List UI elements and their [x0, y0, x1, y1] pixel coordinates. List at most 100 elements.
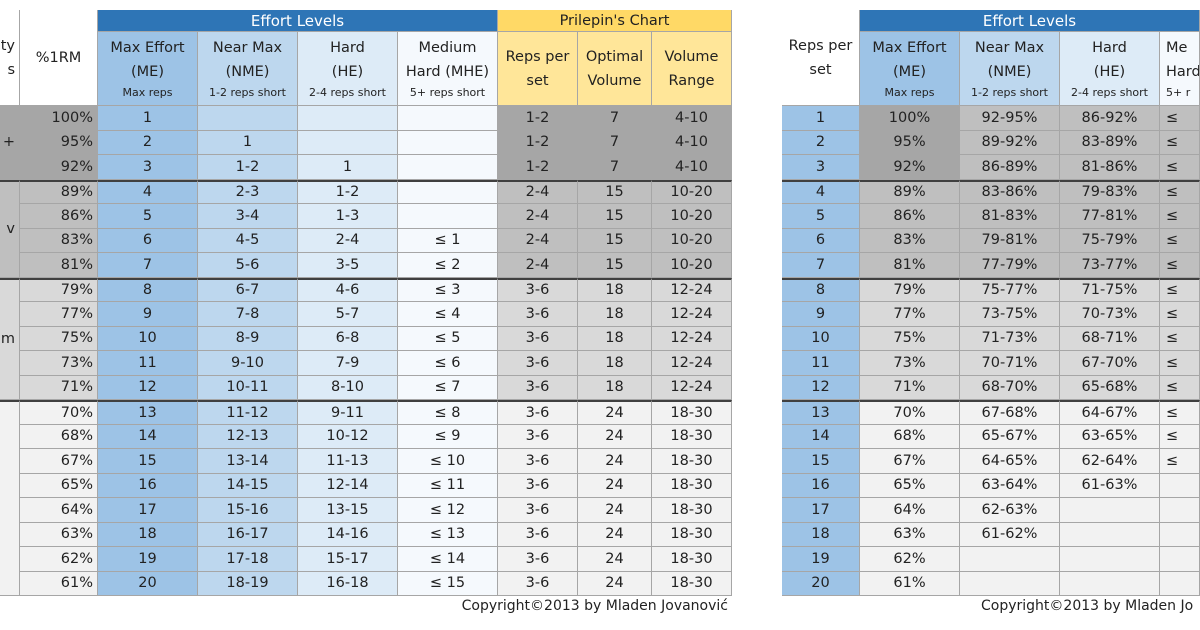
cell-text: 8: [815, 282, 826, 299]
cell-text: 3-6: [525, 452, 550, 469]
column-header: Me Hard 5+ r: [1160, 32, 1200, 106]
cell-text: 63-64%: [981, 477, 1038, 494]
cell-text: 18-30: [670, 428, 713, 445]
table-cell: 12-24: [652, 326, 732, 351]
cell-text: 19: [138, 550, 157, 567]
cell-text: 12: [138, 379, 157, 396]
table-cell: 64-67%: [1060, 400, 1160, 425]
table-cell: 13: [98, 400, 198, 425]
cell-text: ≤: [1166, 158, 1179, 175]
table-cell: 63-65%: [1060, 424, 1160, 449]
table-cell: 3-6: [498, 326, 578, 351]
table-cell: 75%: [860, 326, 960, 351]
cell-text: 4-10: [675, 134, 708, 151]
table-cell: 61-62%: [960, 522, 1060, 547]
cell-text: 7: [609, 109, 620, 126]
table-cell: 10-11: [198, 375, 298, 400]
table-cell: ≤ 9: [398, 424, 498, 449]
cell-text: 18-19: [226, 575, 269, 592]
cell-text: 18-30: [670, 477, 713, 494]
table-cell: 67-68%: [960, 400, 1060, 425]
cell-text: 13: [138, 404, 157, 421]
cell-text: 2-4: [335, 232, 360, 249]
cell-text: 65-67%: [981, 428, 1038, 445]
cell-text: 63%: [60, 526, 93, 543]
table-cell: 8-10: [298, 375, 398, 400]
table-cell: 2-4: [498, 204, 578, 229]
cell-text: 61%: [60, 575, 93, 592]
table-cell: 9-10: [198, 351, 298, 376]
cell-text: 18: [605, 379, 624, 396]
table-cell: 71-75%: [1060, 277, 1160, 302]
table-cell: 7: [98, 253, 198, 278]
cell-text: 18: [811, 526, 830, 543]
cell-text: 24: [605, 477, 624, 494]
table-cell: 64-65%: [960, 449, 1060, 474]
cell-text: 17-18: [226, 550, 269, 567]
table-cell: ≤: [1160, 106, 1200, 131]
table-cell: 18: [578, 326, 652, 351]
cell-text: 67%: [893, 452, 926, 469]
header-note: 5+ reps short: [409, 85, 486, 99]
cell-text: 24: [605, 452, 624, 469]
table-cell: 86%: [860, 204, 960, 229]
cell-text: 14: [811, 428, 830, 445]
table-cell: ≤ 3: [398, 277, 498, 302]
table-cell: 24: [578, 571, 652, 596]
table-cell: 3-6: [498, 498, 578, 523]
table-cell: ≤ 12: [398, 498, 498, 523]
header-text: Effort Levels: [250, 11, 345, 30]
table-cell: ≤: [1160, 326, 1200, 351]
cell-text: 12-14: [326, 477, 369, 494]
table-cell: 8: [782, 277, 860, 302]
table-cell: 10-20: [652, 253, 732, 278]
cell-text: 7: [142, 256, 153, 273]
cell-text: ≤ 13: [429, 526, 466, 543]
table-cell: 64%: [860, 498, 960, 523]
table-cell: 3-4: [198, 204, 298, 229]
table-cell: 12: [782, 375, 860, 400]
cell-text: 1: [815, 109, 826, 126]
group-label: +: [0, 106, 20, 180]
table-cell: 100%: [20, 106, 98, 131]
table-cell: [398, 204, 498, 229]
table-cell: 7: [578, 130, 652, 155]
group-label: v: [0, 179, 20, 278]
cell-text: 5: [815, 207, 826, 224]
cell-text: 11: [138, 354, 157, 371]
reps-header: Reps per set: [782, 10, 860, 106]
header-text: (ME): [131, 63, 164, 80]
cell-text: ≤ 4: [434, 305, 461, 322]
table-cell: 15: [578, 204, 652, 229]
header-text: %1RM: [35, 49, 82, 66]
table-cell: 3-6: [498, 424, 578, 449]
cell-text: 15: [605, 184, 624, 201]
cell-text: 16-18: [326, 575, 369, 592]
table-cell: 92%: [20, 155, 98, 180]
table-cell: 10: [782, 326, 860, 351]
table-cell: 71%: [20, 375, 98, 400]
table-cell: 1: [298, 155, 398, 180]
table-cell: 6: [98, 228, 198, 253]
cell-text: 6-7: [235, 282, 260, 299]
table-cell: 89%: [860, 179, 960, 204]
table-cell: 83-89%: [1060, 130, 1160, 155]
cell-text: ≤: [1166, 256, 1179, 273]
cell-text: 3-6: [525, 379, 550, 396]
cell-text: ≤: [1166, 379, 1179, 396]
cell-text: 81-86%: [1081, 158, 1138, 175]
table-cell: 15: [98, 449, 198, 474]
cell-text: 63-65%: [1081, 428, 1138, 445]
table-cell: 17: [782, 498, 860, 523]
cell-text: 12-24: [670, 379, 713, 396]
cell-text: 62%: [60, 550, 93, 567]
table-cell: 20: [98, 571, 198, 596]
cell-text: 1: [242, 134, 253, 151]
table-cell: 10-20: [652, 204, 732, 229]
table-cell: 24: [578, 473, 652, 498]
cell-text: 20: [138, 575, 157, 592]
table-cell: ≤: [1160, 277, 1200, 302]
cell-text: 15-16: [226, 501, 269, 518]
table-cell: 14: [98, 424, 198, 449]
cell-text: 13-14: [226, 452, 269, 469]
